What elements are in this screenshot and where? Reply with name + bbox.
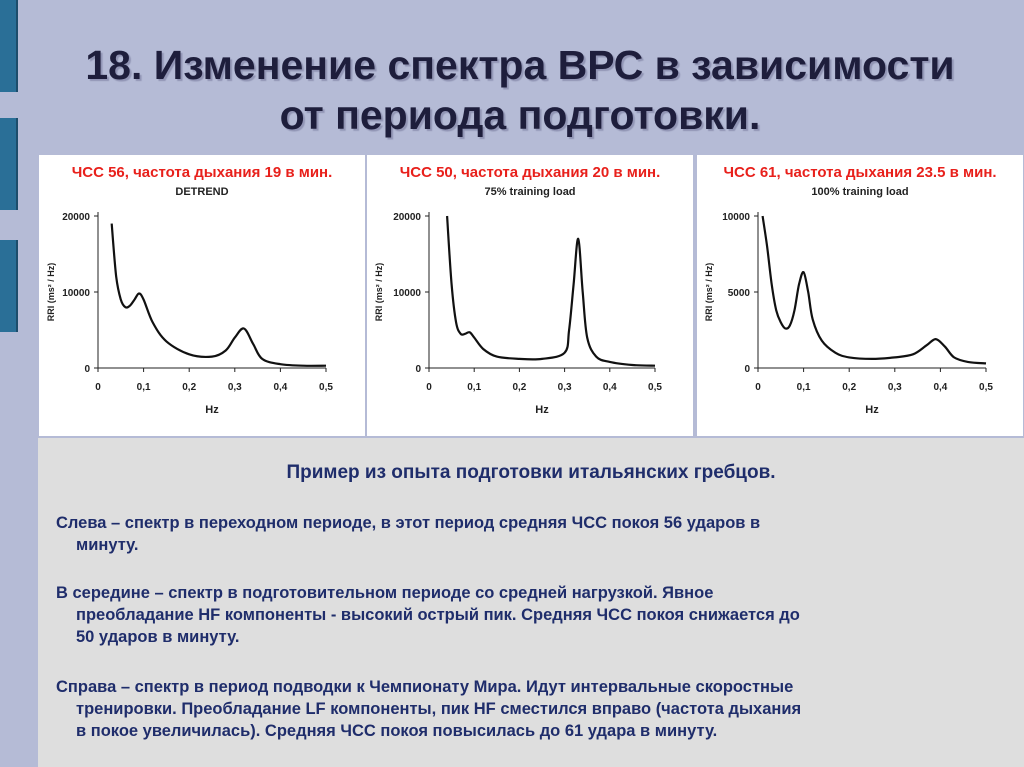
- paragraph-line: тренировки. Преобладание LF компоненты, …: [76, 700, 802, 718]
- spectrum-line: [446, 215, 656, 367]
- title-line-2: от периода подготовки.: [279, 92, 761, 138]
- spectrum-chart-2: ЧСС 50, частота дыхания 20 в мин. 75% tra…: [374, 164, 662, 416]
- x-tick-label: 0: [426, 382, 432, 393]
- x-tick-label: 0: [755, 382, 761, 393]
- x-tick-label: 0,5: [648, 382, 662, 393]
- title-line-1: 18. Изменение спектра ВРС в зависимости: [85, 42, 955, 88]
- x-tick-label: 0,5: [979, 382, 993, 393]
- chart-title: ЧСС 56, частота дыхания 19 в мин.: [72, 164, 333, 181]
- paragraph-left: Слева – спектр в переходном периоде, в э…: [56, 512, 1006, 556]
- paragraph-line: в покое увеличилась). Средняя ЧСС покоя …: [76, 722, 718, 740]
- chart-title: ЧСС 50, частота дыхания 20 в мин.: [400, 164, 661, 181]
- x-tick-label: 0: [95, 382, 101, 393]
- y-tick-label: 10000: [393, 288, 421, 299]
- x-tick-label: 0,4: [933, 382, 947, 393]
- x-tick-label: 0,3: [558, 382, 572, 393]
- chart-title: ЧСС 61, частота дыхания 23.5 в мин.: [723, 164, 996, 181]
- x-tick-label: 0,4: [603, 382, 617, 393]
- chart-subtitle: 75% training load: [484, 186, 575, 198]
- y-tick-label: 5000: [728, 288, 751, 299]
- chart-panel-left: ЧСС 56, частота дыхания 19 в мин. DETREND…: [39, 155, 365, 436]
- description-box: Пример из опыта подготовки итальянских г…: [38, 438, 1024, 767]
- paragraph-middle: В середине – спектр в подготовительном п…: [56, 582, 1006, 648]
- x-tick-label: 0,3: [888, 382, 902, 393]
- spectrum-line: [110, 223, 327, 367]
- y-tick-label: 0: [84, 364, 90, 375]
- left-accent-bar: [0, 240, 18, 332]
- x-tick-label: 0,4: [273, 382, 287, 393]
- left-accent-bar: [0, 118, 18, 210]
- x-tick-label: 0,2: [512, 382, 526, 393]
- y-axis-label: RRI (ms² / Hz): [46, 263, 56, 322]
- paragraph-right: Справа – спектр в период подводки к Чемп…: [56, 676, 1006, 742]
- paragraph-line: преобладание HF компоненты - высокий ост…: [76, 606, 800, 624]
- y-tick-label: 20000: [393, 212, 421, 223]
- spectrum-chart-1: ЧСС 56, частота дыхания 19 в мин. DETREND…: [46, 164, 333, 416]
- x-tick-label: 0,1: [467, 382, 481, 393]
- spectrum-chart-3: ЧСС 61, частота дыхания 23.5 в мин. 100% …: [704, 164, 997, 416]
- y-tick-label: 20000: [62, 212, 90, 223]
- y-tick-label: 10000: [722, 212, 750, 223]
- paragraph-line: Справа – спектр в период подводки к Чемп…: [56, 678, 794, 696]
- chart-panel-middle: ЧСС 50, частота дыхания 20 в мин. 75% tra…: [367, 155, 693, 436]
- x-tick-label: 0,2: [842, 382, 856, 393]
- y-tick-label: 0: [415, 364, 421, 375]
- description-caption: Пример из опыта подготовки итальянских г…: [286, 462, 776, 483]
- y-tick-label: 10000: [62, 288, 90, 299]
- y-axis-label: RRI (ms² / Hz): [704, 263, 714, 322]
- paragraph-line: В середине – спектр в подготовительном п…: [56, 584, 714, 602]
- spectrum-line: [761, 215, 987, 365]
- chart-panel-right: ЧСС 61, частота дыхания 23.5 в мин. 100% …: [697, 155, 1023, 436]
- y-axis-label: RRI (ms² / Hz): [374, 263, 384, 322]
- x-tick-label: 0,1: [137, 382, 151, 393]
- x-tick-label: 0,3: [228, 382, 242, 393]
- y-tick-label: 0: [744, 364, 750, 375]
- chart-subtitle: DETREND: [175, 186, 228, 198]
- x-axis-label: Hz: [865, 404, 879, 416]
- paragraph-line: Слева – спектр в переходном периоде, в э…: [56, 514, 761, 532]
- paragraph-line: 50 ударов в минуту.: [76, 628, 240, 646]
- x-tick-label: 0,2: [182, 382, 196, 393]
- x-tick-label: 0,5: [319, 382, 333, 393]
- x-tick-label: 0,1: [797, 382, 811, 393]
- x-axis-label: Hz: [205, 404, 219, 416]
- chart-subtitle: 100% training load: [811, 186, 908, 198]
- left-accent-bar: [0, 0, 18, 92]
- x-axis-label: Hz: [535, 404, 549, 416]
- paragraph-line: минуту.: [76, 536, 139, 554]
- slide-title: 18. Изменение спектра ВРС в зависимости …: [20, 40, 1020, 140]
